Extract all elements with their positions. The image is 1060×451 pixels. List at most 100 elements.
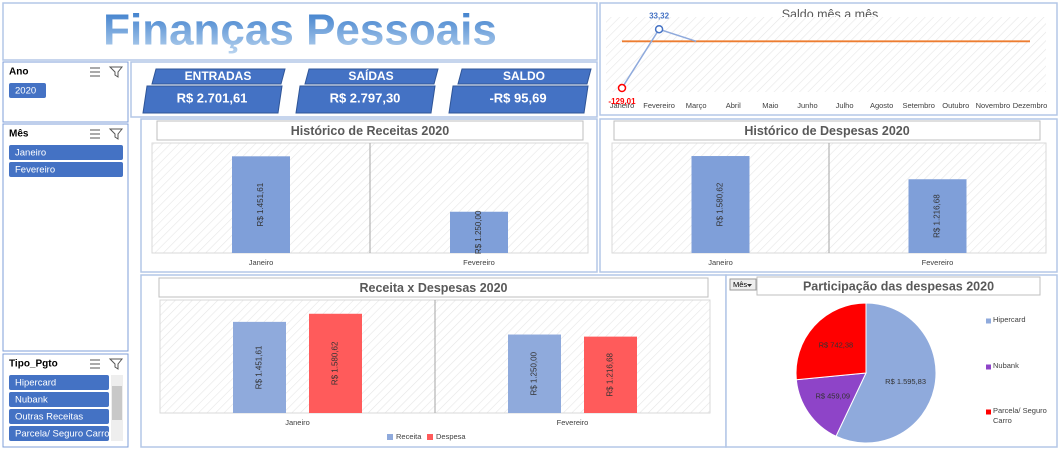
marker bbox=[617, 83, 627, 93]
x-tick-label: Fevereiro bbox=[643, 101, 675, 110]
kpi-value: R$ 2.797,30 bbox=[330, 90, 401, 105]
chart-title: Histórico de Receitas 2020 bbox=[291, 124, 449, 138]
scroll-thumb[interactable] bbox=[112, 386, 122, 420]
x-tick-label: Abril bbox=[726, 101, 741, 110]
slicer-tipo: Tipo_Pgto Hipercard Nubank Outras Receit… bbox=[2, 353, 129, 448]
x-tick-label: Fevereiro bbox=[463, 258, 495, 267]
slicer-item[interactable]: Fevereiro bbox=[15, 165, 55, 176]
slicer-item-bg[interactable] bbox=[9, 83, 46, 98]
kpi-box bbox=[142, 85, 283, 114]
chart-title-box bbox=[156, 120, 584, 141]
kpi-label: ENTRADAS bbox=[185, 69, 252, 83]
pie-slice bbox=[795, 372, 867, 437]
legend-item: Parcela/ Seguro Carro bbox=[993, 406, 1047, 425]
slicer-item[interactable]: Hipercard bbox=[15, 378, 56, 389]
data-label: R$ 1.580,62 bbox=[331, 341, 340, 385]
slicer-item[interactable]: Nubank bbox=[15, 395, 48, 406]
kpi-box bbox=[448, 85, 589, 114]
x-tick-label: Setembro bbox=[902, 101, 935, 110]
slicer-item[interactable]: Parcela/ Seguro Carro bbox=[15, 429, 110, 440]
legend-label: Despesa bbox=[436, 432, 466, 441]
field-button-label: Mês bbox=[733, 280, 747, 289]
x-tick-label: Dezembro bbox=[1013, 101, 1048, 110]
kpi-box bbox=[295, 85, 436, 114]
chart-title-box bbox=[756, 276, 1041, 296]
bar bbox=[232, 156, 290, 253]
x-tick-label: Janeiro bbox=[249, 258, 274, 267]
data-label: -129,01 bbox=[608, 97, 636, 106]
slicer-item-bg[interactable] bbox=[9, 392, 109, 407]
legend-item: Hipercard bbox=[993, 315, 1026, 324]
legend-label: Hipercard bbox=[993, 315, 1026, 324]
slicer-item-bg[interactable] bbox=[9, 409, 109, 424]
slicer-title: Mês bbox=[9, 129, 29, 140]
slicer-mes: Mês Janeiro Fevereiro bbox=[2, 123, 129, 352]
field-button[interactable] bbox=[729, 278, 757, 291]
plot-area bbox=[606, 17, 1046, 92]
slicer-item[interactable]: Janeiro bbox=[15, 148, 46, 159]
data-label: R$ 1.595,83 bbox=[885, 377, 926, 386]
x-tick-label: Agosto bbox=[870, 101, 893, 110]
kpi-header bbox=[457, 68, 592, 85]
marker bbox=[654, 24, 664, 34]
slicer-title: Tipo_Pgto bbox=[9, 359, 58, 370]
slicer-icon[interactable] bbox=[90, 66, 124, 78]
x-tick-label: Fevereiro bbox=[922, 258, 954, 267]
x-tick-label: Fevereiro bbox=[557, 418, 589, 427]
kpi-cards: ENTRADAS R$ 2.701,61 SAÍDAS R$ 2.797,30 … bbox=[142, 68, 592, 114]
legend-label: Receita bbox=[396, 432, 422, 441]
bar bbox=[508, 334, 561, 413]
slicer-icon[interactable] bbox=[90, 128, 124, 140]
kpi-value: R$ 2.701,61 bbox=[177, 90, 248, 105]
legend-swatch bbox=[427, 434, 433, 440]
x-tick-label: Janeiro bbox=[285, 418, 310, 427]
data-label: R$ 1.250,00 bbox=[530, 351, 539, 395]
pie-slice bbox=[835, 302, 937, 444]
data-label: R$ 459,09 bbox=[815, 391, 850, 400]
data-label: R$ 1.580,62 bbox=[716, 182, 725, 226]
legend-swatch bbox=[387, 434, 393, 440]
chart-title: Histórico de Despesas 2020 bbox=[744, 124, 909, 138]
x-tick-label: Outubro bbox=[942, 101, 969, 110]
slicer-item-bg[interactable] bbox=[9, 145, 123, 160]
slicer-item-bg[interactable] bbox=[9, 426, 109, 441]
slicer-ano: Ano 2020 bbox=[2, 61, 129, 123]
x-tick-label: Maio bbox=[762, 101, 778, 110]
kpi-header bbox=[304, 68, 439, 85]
chart-title-box bbox=[613, 120, 1041, 141]
page-title: Finanças Pessoais bbox=[103, 6, 497, 55]
dropdown-arrow bbox=[747, 284, 752, 287]
x-tick-label: Junho bbox=[797, 101, 817, 110]
data-label: R$ 1.216,68 bbox=[933, 194, 942, 238]
pie-slice bbox=[795, 302, 867, 381]
slicer-title: Ano bbox=[9, 67, 28, 78]
legend-swatch bbox=[986, 364, 991, 370]
legend-swatch bbox=[986, 409, 991, 415]
legend-label: Nubank bbox=[993, 361, 1019, 370]
chart-title: Receita x Despesas 2020 bbox=[359, 281, 507, 295]
slicer-item-bg[interactable] bbox=[9, 162, 123, 177]
chart-title-box bbox=[158, 277, 709, 298]
slicer-item[interactable]: Outras Receitas bbox=[15, 412, 83, 423]
bar bbox=[233, 321, 286, 413]
data-label: 33,32 bbox=[649, 11, 670, 20]
bar bbox=[908, 179, 967, 253]
bar bbox=[584, 336, 637, 413]
x-tick-label: Janeiro bbox=[708, 258, 733, 267]
legend-swatch bbox=[986, 318, 991, 324]
bar bbox=[309, 313, 362, 413]
legend-item: Nubank bbox=[993, 361, 1019, 370]
kpi-label: SAÍDAS bbox=[348, 68, 393, 83]
bar bbox=[691, 156, 750, 253]
x-tick-label: Março bbox=[686, 101, 707, 110]
data-label: R$ 1.451,61 bbox=[255, 345, 264, 389]
chart-title: Participação das despesas 2020 bbox=[803, 279, 994, 293]
bar bbox=[450, 211, 508, 253]
kpi-value: -R$ 95,69 bbox=[489, 90, 546, 105]
data-label: R$ 1.216,68 bbox=[606, 352, 615, 396]
slicer-box bbox=[2, 123, 129, 352]
slicer-item-bg[interactable] bbox=[9, 375, 109, 390]
slicer-icon[interactable] bbox=[90, 358, 124, 370]
slicer-item[interactable]: 2020 bbox=[15, 86, 36, 97]
